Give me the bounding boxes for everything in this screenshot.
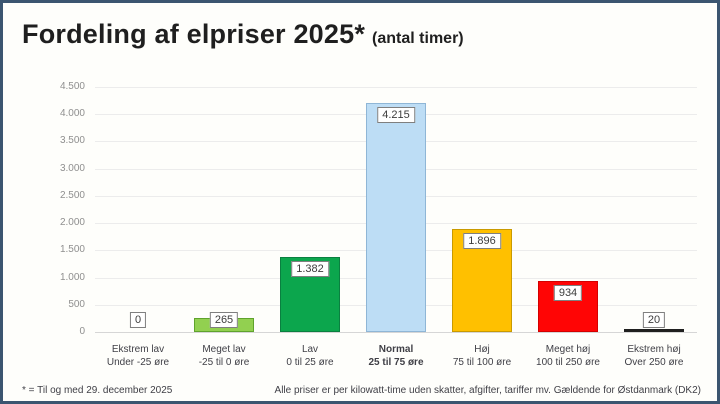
y-axis-tick-label: 1.500 — [59, 244, 85, 256]
footnote-disclaimer: Alle priser er per kilowatt-time uden sk… — [274, 385, 701, 396]
category-label: Meget høj 100 til 250 øre — [536, 344, 600, 368]
footnote-date: * = Til og med 29. december 2025 — [22, 385, 173, 396]
bar-value-label: 1.896 — [463, 232, 501, 249]
y-axis-tick-label: 1.000 — [59, 271, 85, 283]
y-axis-tick-label: 4.500 — [59, 81, 85, 92]
y-axis-tick-label: 0 — [79, 326, 85, 337]
bar — [624, 329, 684, 332]
bar-value-label: 20 — [642, 312, 666, 328]
bar-value-label: 4.215 — [377, 106, 415, 123]
y-axis-tick-label: 4.000 — [59, 108, 85, 120]
y-axis-tick-label: 2.000 — [59, 217, 85, 229]
bar-value-label: 265 — [209, 312, 239, 328]
bar-chart: 0 500 1.000 1.500 2.000 2.500 3.000 3.500 4.000 4… — [3, 3, 717, 401]
bar-value-label: 0 — [129, 312, 147, 328]
y-axis-tick-label: 500 — [68, 298, 85, 310]
y-axis-tick-label: 2.500 — [59, 189, 85, 201]
bar-value-label: 1.382 — [291, 260, 329, 277]
bar — [452, 228, 512, 332]
y-axis-tick-label: 3.500 — [59, 135, 85, 147]
grid-line — [95, 87, 697, 88]
bar-value-label: 934 — [553, 285, 583, 302]
chart-header: Fordeling af elpriser 2025* (antal timer) — [22, 19, 464, 50]
category-label: Høj 75 til 100 øre — [452, 344, 512, 368]
category-label: Ekstrem høj Over 250 øre — [624, 344, 684, 368]
page-subtitle: (antal timer) — [372, 30, 464, 47]
bar — [366, 102, 426, 332]
category-label: Ekstrem lav Under -25 øre — [106, 344, 170, 368]
y-axis-tick-label: 3.000 — [59, 162, 85, 174]
page-title: Fordeling af elpriser 2025* — [22, 19, 366, 49]
x-axis-line — [95, 332, 697, 333]
category-label: Normal 25 til 75 øre — [368, 344, 424, 368]
category-label: Lav 0 til 25 øre — [286, 344, 334, 368]
category-label: Meget lav -25 til 0 øre — [198, 344, 250, 368]
